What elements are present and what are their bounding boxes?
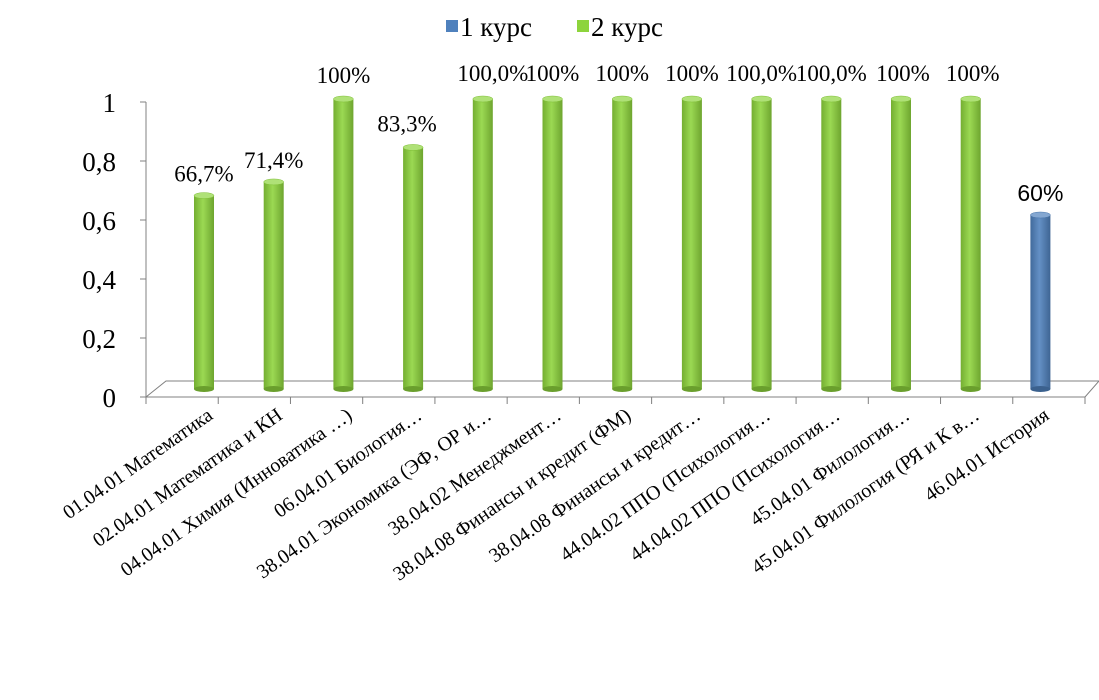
bar-bottom [821, 386, 842, 392]
bar-bottom [891, 386, 911, 392]
bar-body [612, 99, 633, 389]
bar-body [472, 99, 493, 389]
y-tick-label: 0 [103, 383, 117, 413]
bar-bottom [612, 386, 633, 392]
bar-top [681, 95, 703, 103]
bar-body [891, 99, 911, 389]
y-tick-label: 0,8 [82, 147, 116, 177]
data-labels: 66,7%71,4%100%83,3%100,0%100% 100% 100% 100… [174, 61, 1063, 206]
bar [751, 95, 772, 392]
bar-top [263, 178, 284, 186]
bar-top [333, 95, 354, 103]
bar-bottom [960, 386, 981, 392]
bar [611, 95, 633, 392]
bar-body [821, 99, 842, 389]
legend: 1 курс 2 курс [446, 12, 663, 42]
bar-top [611, 95, 633, 103]
bar-bottom [263, 386, 284, 392]
legend-label: 2 курс [591, 12, 663, 42]
bar-top [472, 95, 494, 103]
y-tick-label: 0,2 [82, 324, 116, 354]
bar-bottom [681, 386, 702, 392]
bar-bottom [472, 386, 493, 392]
bar [821, 95, 842, 392]
bar-top [542, 95, 563, 103]
bar-bottom [542, 386, 563, 392]
bar [193, 192, 215, 392]
bar-body [1030, 215, 1051, 389]
x-tick-label: 46.04.01 История [920, 404, 1053, 506]
bars [193, 95, 1051, 392]
bar-body [403, 147, 424, 389]
bar-body [194, 195, 214, 389]
data-label: 100% [946, 61, 1000, 86]
bar [333, 95, 354, 392]
bar-bottom [333, 386, 354, 392]
legend-item: 2 курс [577, 12, 663, 42]
data-label: 100,0% [726, 61, 797, 86]
data-label: 71,4% [244, 148, 303, 173]
data-label: 100% [876, 61, 930, 86]
bar-top [960, 95, 981, 103]
data-label: 100% [317, 63, 371, 88]
legend-label: 1 курс [460, 12, 532, 42]
bar-body [960, 99, 981, 389]
bar-body [751, 99, 772, 389]
bar [890, 95, 912, 392]
legend-swatch [446, 20, 458, 32]
bar-body [681, 99, 702, 389]
bar [263, 178, 284, 392]
legend-item: 1 курс [446, 12, 532, 42]
data-label: 60% [1017, 180, 1063, 206]
bar-body [542, 99, 563, 389]
y-tick-label: 1 [103, 88, 117, 118]
bar [960, 95, 981, 392]
data-label: 100% [526, 61, 580, 86]
data-label: 83,3% [377, 111, 436, 136]
bar-body [333, 99, 354, 389]
data-label: 100% [665, 61, 719, 86]
bar [402, 144, 424, 392]
bar-bottom [751, 386, 772, 392]
bar-top [193, 192, 215, 199]
bar-top [890, 95, 912, 103]
bar-top [1030, 211, 1051, 219]
bar-bottom [403, 386, 424, 392]
data-label: 100,0% [796, 61, 867, 86]
bar [681, 95, 703, 392]
data-label: 66,7% [174, 162, 233, 187]
bar [542, 95, 563, 392]
y-axis: 0 0,2 0,4 0,6 0,8 1 [82, 88, 147, 413]
bar-top [402, 144, 424, 151]
bar-body [263, 181, 284, 389]
bar-bottom [1030, 386, 1051, 392]
y-tick-label: 0,6 [82, 206, 116, 236]
bar-top [751, 95, 772, 103]
data-label: 100,0% [457, 61, 528, 86]
bar-top [821, 95, 842, 103]
legend-swatch [577, 20, 589, 32]
bar-bottom [194, 386, 214, 392]
y-tick-label: 0,4 [82, 265, 116, 295]
bar [1030, 211, 1051, 392]
bar [472, 95, 494, 392]
data-label: 100% [595, 61, 649, 86]
